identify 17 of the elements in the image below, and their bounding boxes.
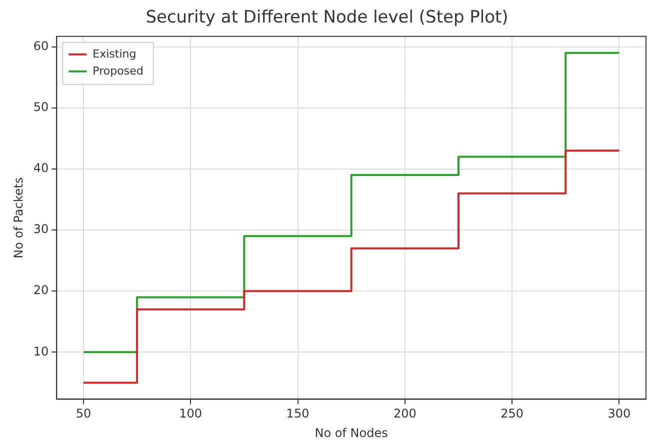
chart-title: Security at Different Node level (Step Plot) (146, 8, 508, 28)
x-tick-label: 300 (608, 406, 631, 421)
y-tick-label: 30 (33, 222, 49, 236)
x-tick-label: 150 (286, 406, 310, 421)
legend-label: Existing (92, 47, 136, 60)
y-tick-label: 10 (33, 344, 49, 358)
legend-label: Proposed (92, 64, 144, 78)
x-axis-title: No of Nodes (314, 426, 388, 440)
x-tick-label: 100 (179, 406, 202, 421)
y-tick-label: 60 (33, 38, 49, 53)
x-tick-label: 200 (393, 406, 416, 421)
x-tick-label: 250 (500, 406, 524, 421)
y-tick-label: 40 (33, 161, 49, 176)
y-tick-label: 20 (33, 283, 49, 298)
y-axis-title: No of Packets (11, 177, 26, 258)
x-tick-label: 50 (76, 406, 92, 421)
y-tick-label: 50 (33, 100, 49, 114)
